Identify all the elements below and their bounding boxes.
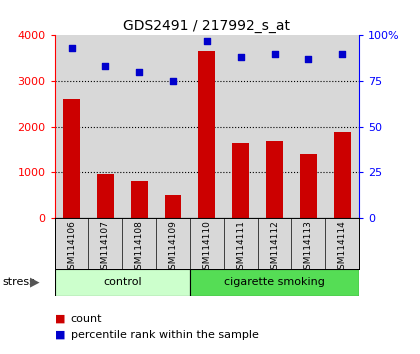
Bar	[325, 35, 359, 218]
Point	[136, 69, 142, 75]
Bar	[55, 269, 190, 296]
Text: GSM114114: GSM114114	[338, 220, 346, 275]
Bar	[325, 218, 359, 269]
Point	[339, 51, 346, 56]
Bar	[198, 51, 215, 218]
Bar	[156, 35, 190, 218]
Text: control: control	[103, 277, 142, 287]
Bar	[131, 181, 148, 218]
Text: cigarette smoking: cigarette smoking	[224, 277, 325, 287]
Bar	[291, 35, 325, 218]
Text: percentile rank within the sample: percentile rank within the sample	[71, 330, 258, 339]
Bar	[190, 218, 224, 269]
Bar	[300, 154, 317, 218]
Text: ■: ■	[55, 330, 65, 339]
Bar	[266, 141, 283, 218]
Text: GSM114107: GSM114107	[101, 220, 110, 275]
Text: GSM114112: GSM114112	[270, 220, 279, 275]
Point	[102, 64, 109, 69]
Bar	[89, 35, 122, 218]
Point	[305, 56, 312, 62]
Bar	[257, 35, 291, 218]
Bar	[165, 195, 181, 218]
Bar	[97, 174, 114, 218]
Bar	[232, 143, 249, 218]
Text: ■: ■	[55, 314, 65, 324]
Point	[237, 55, 244, 60]
Text: GSM114111: GSM114111	[236, 220, 245, 275]
Bar	[55, 218, 89, 269]
Title: GDS2491 / 217992_s_at: GDS2491 / 217992_s_at	[123, 19, 290, 33]
Text: GSM114110: GSM114110	[202, 220, 211, 275]
Text: count: count	[71, 314, 102, 324]
Text: GSM114108: GSM114108	[135, 220, 144, 275]
Bar	[224, 35, 257, 218]
Bar	[224, 218, 257, 269]
Point	[203, 38, 210, 44]
Bar	[122, 35, 156, 218]
Bar	[257, 218, 291, 269]
Point	[271, 51, 278, 56]
Text: GSM114106: GSM114106	[67, 220, 76, 275]
Text: stress: stress	[2, 277, 35, 287]
Bar	[89, 218, 122, 269]
Bar	[122, 218, 156, 269]
Bar	[190, 35, 224, 218]
Text: GSM114109: GSM114109	[168, 220, 178, 275]
Bar	[190, 269, 359, 296]
Bar	[334, 132, 351, 218]
Bar	[291, 218, 325, 269]
Bar	[156, 218, 190, 269]
Point	[170, 78, 176, 84]
Text: GSM114113: GSM114113	[304, 220, 313, 275]
Point	[68, 45, 75, 51]
Bar	[63, 99, 80, 218]
Text: ▶: ▶	[30, 276, 39, 289]
Bar	[55, 35, 89, 218]
